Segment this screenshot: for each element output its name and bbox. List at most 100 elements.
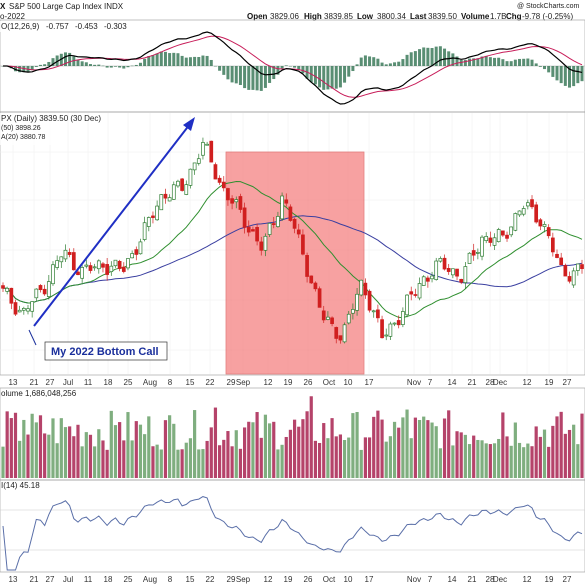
annotation-text: My 2022 Bottom Call bbox=[51, 346, 159, 358]
quote-open-label: Open bbox=[247, 12, 268, 21]
candle-body bbox=[571, 270, 576, 286]
volume-bar bbox=[505, 436, 509, 478]
macd-histogram-bar bbox=[226, 66, 230, 80]
volume-bar bbox=[284, 436, 288, 478]
volume-bar bbox=[309, 396, 313, 478]
volume-bar bbox=[55, 443, 59, 478]
candle-body bbox=[96, 260, 101, 270]
candle-body bbox=[217, 177, 222, 183]
candle-body bbox=[130, 253, 134, 259]
quote-open: 3829.06 bbox=[270, 12, 299, 21]
volume-bar bbox=[93, 446, 97, 478]
volume-bar bbox=[326, 438, 330, 478]
x-axis-tick-label: Oct bbox=[323, 378, 336, 387]
candle-body bbox=[488, 237, 493, 243]
macd-histogram-bar bbox=[205, 55, 209, 66]
macd-histogram-bar bbox=[538, 66, 542, 67]
macd-histogram-bar bbox=[338, 66, 342, 88]
candle-body bbox=[530, 199, 534, 208]
candle-body bbox=[301, 234, 305, 255]
volume-bar bbox=[547, 446, 551, 478]
volume-bar bbox=[118, 422, 122, 478]
volume-bar bbox=[330, 418, 334, 478]
candle-body bbox=[159, 194, 164, 211]
volume-bar bbox=[434, 426, 438, 478]
volume-bar bbox=[26, 434, 30, 478]
macd-histogram-bar bbox=[543, 66, 547, 70]
candle-body bbox=[255, 227, 259, 242]
x-axis-tick-label: 15 bbox=[186, 378, 195, 387]
macd-histogram-bar bbox=[297, 66, 301, 70]
candle-body bbox=[509, 226, 514, 236]
macd-label: O(12,26,9) bbox=[1, 22, 40, 31]
macd-histogram-bar bbox=[413, 51, 417, 66]
volume-bar bbox=[1, 446, 5, 478]
macd-histogram-bar bbox=[43, 64, 47, 66]
x-axis-tick-label: 7 bbox=[428, 378, 433, 387]
volume-bar bbox=[47, 434, 51, 478]
macd-histogram-bar bbox=[176, 53, 180, 66]
x-axis-tick-label: 26 bbox=[304, 378, 313, 387]
macd-histogram-bar bbox=[193, 56, 197, 66]
x-axis-tick-label: 8 bbox=[168, 575, 173, 584]
candle-body bbox=[38, 285, 43, 291]
macd-histogram-bar bbox=[230, 66, 234, 83]
candle-body bbox=[209, 140, 214, 163]
candle-body bbox=[84, 264, 89, 267]
rsi-label: I(14) 45.18 bbox=[1, 481, 40, 490]
candle-body bbox=[105, 264, 109, 275]
x-axis-tick-label: 28 bbox=[486, 378, 495, 387]
candle-body bbox=[134, 249, 139, 255]
rsi-panel-frame bbox=[0, 479, 585, 573]
candle-body bbox=[426, 277, 430, 282]
volume-bar bbox=[363, 437, 367, 478]
candle-body bbox=[317, 288, 322, 308]
macd-histogram-bar bbox=[559, 66, 563, 84]
x-axis-tick-label: 26 bbox=[304, 575, 313, 584]
x-axis-tick-label: 29 bbox=[227, 575, 236, 584]
ma20-line bbox=[3, 180, 583, 319]
x-axis-tick-label: 19 bbox=[284, 378, 293, 387]
x-axis-tick-label: 27 bbox=[563, 378, 572, 387]
macd-histogram-bar bbox=[313, 66, 317, 85]
candle-body bbox=[196, 158, 201, 164]
candle-body bbox=[71, 252, 76, 271]
candle-body bbox=[575, 263, 580, 271]
macd-histogram-bar bbox=[247, 66, 251, 90]
macd-histogram-bar bbox=[343, 66, 347, 83]
volume-bar bbox=[130, 440, 134, 478]
volume-bar bbox=[9, 418, 13, 478]
macd-histogram-bar bbox=[401, 59, 405, 66]
volume-bar bbox=[292, 419, 297, 478]
candle-body bbox=[101, 263, 105, 268]
macd-histogram-bar bbox=[109, 66, 113, 68]
volume-bar bbox=[313, 440, 318, 478]
candle-body bbox=[405, 294, 409, 316]
candle-body bbox=[580, 264, 584, 270]
volume-bar bbox=[272, 421, 276, 478]
volume-bar bbox=[18, 440, 22, 478]
volume-bar bbox=[259, 437, 263, 478]
macd-histogram-bar bbox=[113, 66, 117, 67]
quote-chg-label: Chg bbox=[506, 12, 522, 21]
volume-bar bbox=[397, 427, 401, 478]
macd-panel: O(12,26,9) -0.757 -0.453 -0.303 bbox=[0, 19, 585, 113]
candle-body bbox=[276, 216, 280, 227]
macd-histogram-bar bbox=[463, 60, 467, 66]
macd-histogram-bar bbox=[163, 51, 167, 66]
volume-bar bbox=[30, 413, 34, 478]
volume-bar bbox=[334, 436, 338, 478]
candle-body bbox=[34, 288, 39, 299]
macd-histogram-bar bbox=[97, 64, 101, 66]
macd-histogram-bar bbox=[101, 65, 105, 67]
volume-bar bbox=[497, 438, 501, 478]
x-axis-tick-label: 7 bbox=[428, 575, 433, 584]
macd-histogram-bar bbox=[218, 66, 222, 71]
macd-histogram-bar bbox=[397, 61, 401, 66]
candle-body bbox=[313, 282, 318, 290]
macd-histogram-bar bbox=[480, 56, 484, 66]
volume-bar bbox=[442, 418, 447, 478]
price-panel: My 2022 Bottom Call PX (Daily) 3839.50 (… bbox=[0, 111, 585, 376]
volume-bar bbox=[122, 440, 126, 478]
volume-bar bbox=[351, 413, 355, 478]
